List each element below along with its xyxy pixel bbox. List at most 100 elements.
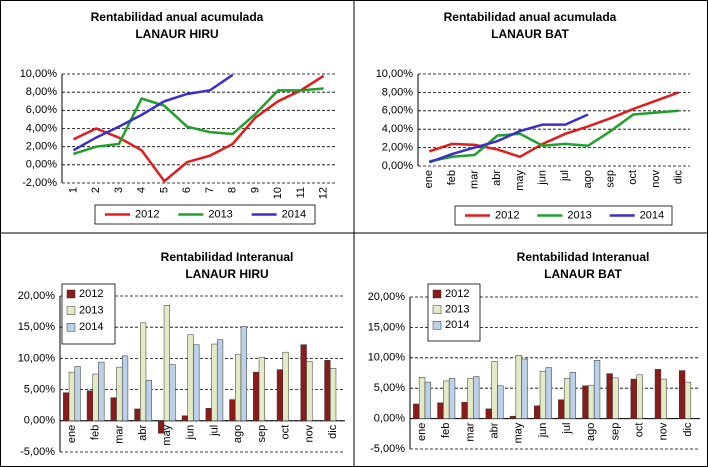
y-tick-label: 20,00% — [18, 290, 56, 302]
series-line — [428, 91, 680, 159]
x-tick-label: mar — [469, 170, 481, 189]
bar — [187, 334, 194, 422]
x-tick-label: jul — [559, 170, 571, 182]
y-tick-label: 20,00% — [368, 291, 406, 303]
legend-swatch — [66, 306, 76, 315]
legend-label: 2014 — [282, 208, 306, 220]
bar — [74, 366, 81, 422]
x-tick-label: 7 — [204, 187, 216, 193]
chart: Rentabilidad anual acumulada LANAUR HIRU -… — [20, 10, 335, 225]
y-tick-label: -2,00% — [22, 177, 57, 189]
y-tick-label: 5,00% — [24, 384, 55, 396]
bar — [98, 361, 105, 422]
y-tick-label: 10,00% — [20, 68, 58, 80]
chart-title: Rentabilidad Interanual — [517, 250, 650, 264]
y-tick-label: 4,00% — [382, 123, 413, 135]
legend-label: 2014 — [79, 321, 103, 333]
bar — [678, 370, 686, 419]
bar — [461, 401, 468, 419]
chart-subtitle: LANAUR HIRU — [135, 27, 218, 41]
y-tick-label: 6,00% — [26, 104, 57, 116]
bar — [443, 380, 450, 419]
bar — [606, 373, 613, 419]
series-line — [428, 113, 589, 164]
legend-label: 2012 — [445, 288, 469, 300]
bar — [68, 371, 75, 422]
x-tick-label: 3 — [113, 187, 125, 193]
x-tick-label: 5 — [158, 187, 170, 193]
bar — [134, 408, 141, 422]
bar — [485, 408, 492, 419]
bar — [545, 367, 552, 419]
y-tick-label: 10,00% — [368, 352, 406, 364]
x-tick-label: dic — [673, 170, 685, 185]
x-tick-label: jul — [561, 423, 573, 435]
x-tick-label: jun — [537, 170, 549, 186]
bar — [63, 392, 70, 422]
bar — [448, 378, 456, 419]
x-tick-label: 8 — [227, 187, 239, 193]
bar — [660, 378, 667, 419]
y-tick-label: -5,00% — [20, 446, 55, 458]
chart-title: Rentabilidad anual acumulada — [444, 10, 617, 24]
legend-swatch — [432, 305, 442, 314]
bar — [253, 371, 260, 422]
x-tick-label: ene — [416, 423, 428, 441]
chart-subtitle: LANAUR BAT — [491, 27, 569, 41]
y-tick-label: 10,00% — [18, 352, 56, 364]
bar — [240, 326, 247, 422]
y-tick-label: 0,00% — [374, 413, 405, 425]
chart-subtitle: LANAUR BAT — [544, 267, 622, 281]
bar — [116, 366, 123, 422]
y-tick-label: 8,00% — [26, 86, 57, 98]
bar — [193, 344, 200, 422]
bar — [276, 369, 284, 422]
bar — [424, 381, 432, 419]
legend-label: 2013 — [208, 208, 232, 220]
legend-label: 2014 — [640, 209, 664, 221]
bar — [654, 369, 662, 419]
series-line — [72, 87, 324, 156]
x-tick-label: jul — [208, 425, 220, 437]
bar — [235, 354, 242, 422]
series-line — [429, 109, 679, 163]
bar — [418, 377, 426, 419]
chart-subtitle: LANAUR HIRU — [185, 267, 268, 281]
y-tick-label: 10,00% — [376, 68, 414, 80]
bar — [437, 402, 444, 419]
x-tick-label: 10 — [272, 187, 284, 199]
x-tick-label: mar — [464, 422, 476, 441]
legend-swatch — [432, 321, 442, 330]
bar — [330, 368, 337, 422]
bar — [211, 343, 218, 422]
x-tick-label: ene — [423, 170, 435, 188]
y-tick-label: -5,00% — [370, 443, 405, 455]
y-tick-label: 0,00% — [26, 159, 57, 171]
legend-box — [94, 204, 316, 225]
bar — [324, 360, 331, 422]
x-tick-label: ago — [582, 170, 594, 188]
y-tick-label: 15,00% — [368, 321, 406, 333]
bar — [558, 399, 565, 419]
bar — [539, 370, 547, 419]
bar — [92, 373, 99, 422]
chart-title: Rentabilidad Interanual — [161, 250, 294, 264]
bar — [582, 385, 589, 419]
bar — [300, 344, 307, 422]
y-tick-label: 6,00% — [382, 105, 413, 117]
bar — [636, 374, 643, 419]
y-tick-label: 8,00% — [382, 86, 413, 98]
legend-swatch — [66, 323, 76, 332]
chart: Rentabilidad Interanual LANAUR BAT -5,00% 0… — [368, 250, 700, 455]
bar — [467, 378, 474, 419]
x-tick-label: sep — [605, 170, 617, 188]
x-tick-label: abr — [137, 424, 149, 440]
y-tick-label: 0,00% — [24, 415, 55, 427]
bar — [181, 415, 189, 422]
bar — [684, 381, 692, 419]
x-tick-label: feb — [90, 425, 102, 440]
x-tick-label: oct — [280, 425, 292, 440]
x-tick-label: abr — [491, 170, 503, 186]
bar — [140, 322, 147, 422]
x-tick-label: nov — [650, 170, 662, 188]
